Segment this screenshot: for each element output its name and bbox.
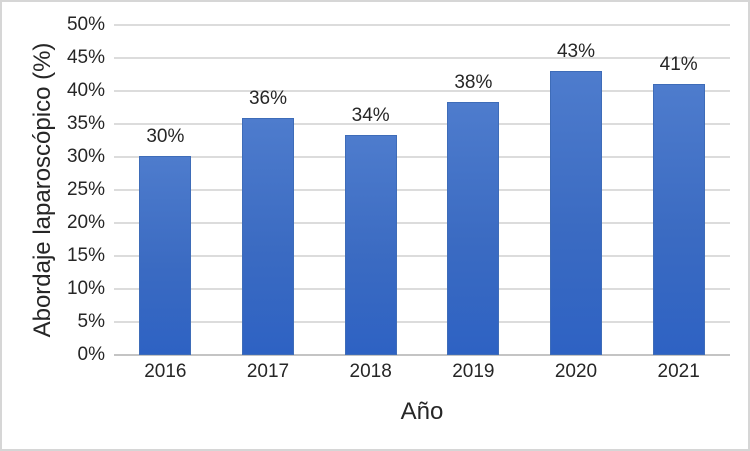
gridline	[114, 156, 730, 158]
y-tick-label: 0%	[77, 344, 105, 365]
y-tick-label: 25%	[66, 179, 105, 200]
gridline	[114, 321, 730, 323]
y-tick-label: 20%	[66, 212, 105, 233]
y-tick-label: 30%	[66, 146, 105, 167]
y-tick-label: 40%	[66, 80, 105, 101]
bar-value-label: 43%	[556, 41, 596, 63]
y-tick-label: 5%	[77, 311, 105, 332]
y-tick-label: 45%	[66, 47, 105, 68]
bar-2018	[344, 134, 397, 355]
bar-value-label: 36%	[248, 88, 288, 110]
gridline	[114, 288, 730, 290]
x-axis-line	[114, 354, 730, 356]
gridline	[114, 123, 730, 125]
bar-2020	[550, 71, 602, 355]
bar-value-label: 34%	[351, 104, 390, 126]
y-tick-label: 15%	[66, 245, 105, 266]
bar-value-label: 41%	[659, 54, 698, 76]
x-tick-label: 2017	[246, 361, 290, 382]
bar-value-label: 38%	[454, 71, 493, 93]
x-tick-label: 2016	[144, 361, 187, 382]
x-tick-label: 2020	[554, 361, 598, 382]
gridline	[114, 222, 730, 224]
x-tick-label: 2019	[452, 361, 495, 382]
y-tick-label: 50%	[66, 14, 105, 35]
x-axis-title: Año	[400, 398, 444, 425]
bar-2019	[447, 101, 500, 355]
bar-2021	[652, 84, 705, 355]
x-tick-label: 2021	[657, 361, 700, 382]
gridline	[114, 24, 730, 26]
bar-2017	[242, 118, 294, 355]
bar-2016	[139, 155, 192, 355]
gridline	[114, 255, 730, 257]
gridline	[114, 90, 730, 92]
bar-value-label: 30%	[146, 125, 185, 147]
gridline	[114, 57, 730, 59]
x-tick-label: 2018	[349, 361, 392, 382]
y-tick-label: 35%	[66, 113, 105, 134]
y-axis-title: Abordaje laparoscópico (%)	[29, 42, 56, 338]
gridline	[114, 189, 730, 191]
y-tick-label: 10%	[66, 278, 105, 299]
